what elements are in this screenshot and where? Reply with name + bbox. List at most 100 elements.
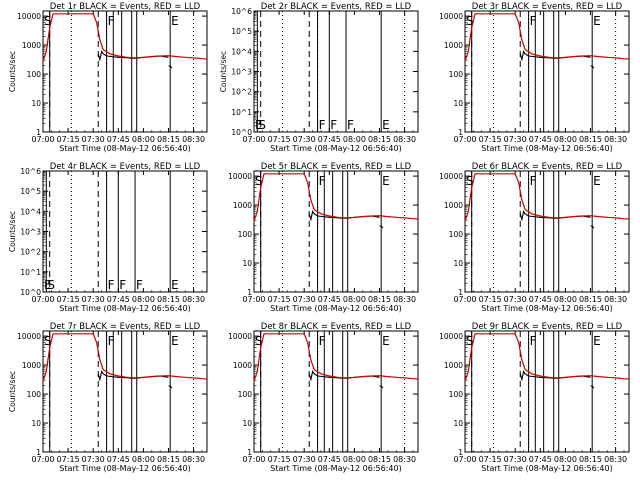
y-tick-label: 1 [458, 448, 463, 457]
y-axis-label: Counts/sec [8, 371, 17, 412]
x-tick-label: 08:30 [604, 295, 627, 304]
series-lld-line [253, 173, 419, 222]
series-events-line [590, 65, 595, 69]
event-marker-label: F [108, 14, 115, 28]
y-tick-label: 1 [458, 128, 463, 137]
y-tick-label: 10^3 [231, 68, 252, 77]
x-tick-label: 08:30 [604, 455, 627, 464]
plot-frame [42, 330, 208, 453]
x-tick-label: 07:45 [529, 295, 552, 304]
series-lld-line [42, 333, 208, 382]
event-marker-label: S [466, 14, 474, 28]
y-tick-label: 10 [242, 259, 252, 268]
y-tick-label: 10^4 [20, 207, 41, 216]
x-tick-label: 07:30 [82, 455, 105, 464]
x-tick-label: 07:15 [479, 135, 502, 144]
x-tick-label: 07:15 [268, 455, 291, 464]
series-events-line [168, 385, 173, 389]
series-lld-line [464, 173, 630, 222]
y-tick-label: 10000 [439, 172, 463, 181]
event-marker-label: S [47, 278, 55, 292]
y-tick-label: 10000 [228, 332, 252, 341]
event-marker-label: E [382, 334, 390, 348]
x-tick-label: 08:30 [182, 295, 205, 304]
plot-frame [464, 10, 630, 133]
x-tick-label: 07:15 [268, 295, 291, 304]
series-lld-line [464, 13, 630, 62]
event-marker-label: F [530, 174, 537, 188]
x-tick-label: 08:00 [343, 455, 366, 464]
x-tick-label: 07:00 [31, 455, 54, 464]
x-tick-label: 08:15 [579, 135, 602, 144]
y-tick-label: 1 [36, 128, 41, 137]
event-marker-label: S [466, 334, 474, 348]
x-axis-label: Start Time (08-May-12 06:56:40) [481, 144, 612, 153]
x-tick-label: 07:15 [57, 295, 80, 304]
y-tick-label: 100 [238, 230, 253, 239]
y-tick-label: 1000 [233, 201, 252, 210]
x-tick-label: 08:15 [368, 295, 391, 304]
series-events-line [379, 225, 384, 229]
event-marker-label: E [593, 14, 601, 28]
y-axis-label: Counts/sec [8, 51, 17, 92]
event-marker-label: F [136, 278, 143, 292]
x-tick-label: 07:30 [293, 455, 316, 464]
event-marker-label: F [530, 334, 537, 348]
y-tick-label: 100 [449, 230, 464, 239]
x-tick-label: 07:30 [293, 135, 316, 144]
y-tick-label: 10^1 [20, 268, 41, 277]
x-tick-label: 08:00 [132, 455, 155, 464]
event-marker-label: S [44, 14, 52, 28]
x-tick-label: 08:15 [157, 295, 180, 304]
x-tick-label: 08:00 [343, 295, 366, 304]
y-tick-label: 10^0 [20, 288, 41, 297]
x-tick-label: 07:00 [31, 295, 54, 304]
x-tick-label: 08:00 [554, 455, 577, 464]
event-marker-label: F [108, 334, 115, 348]
x-tick-label: 08:00 [554, 295, 577, 304]
panel-title: Det 6r BLACK = Events, RED = LLD [472, 162, 623, 172]
x-tick-label: 07:15 [268, 135, 291, 144]
x-tick-label: 07:45 [318, 295, 341, 304]
y-tick-label: 10^5 [20, 187, 41, 196]
panel-title: Det 7r BLACK = Events, RED = LLD [50, 322, 201, 332]
x-tick-label: 08:15 [157, 455, 180, 464]
x-tick-label: 08:30 [393, 295, 416, 304]
x-tick-label: 07:45 [318, 135, 341, 144]
x-tick-label: 07:30 [504, 455, 527, 464]
panel-title: Det 4r BLACK = Events, RED = LLD [50, 162, 201, 172]
plot-frame [42, 10, 208, 133]
x-tick-label: 08:15 [368, 455, 391, 464]
plot-frame [464, 330, 630, 453]
y-tick-label: 10^2 [231, 88, 252, 97]
y-tick-label: 100 [238, 390, 253, 399]
event-marker-label: S [255, 334, 263, 348]
y-tick-label: 10000 [17, 12, 41, 21]
panel-title: Det 5r BLACK = Events, RED = LLD [261, 162, 412, 172]
y-tick-label: 10^1 [231, 108, 252, 117]
plot-frame [253, 10, 419, 133]
y-tick-label: 10 [453, 99, 463, 108]
x-tick-label: 08:30 [182, 455, 205, 464]
x-axis-label: Start Time (08-May-12 06:56:40) [270, 304, 401, 313]
y-tick-label: 100 [27, 70, 42, 79]
y-tick-label: 1 [247, 448, 252, 457]
x-tick-label: 07:15 [57, 455, 80, 464]
event-marker-label: E [171, 334, 179, 348]
x-tick-label: 07:15 [57, 135, 80, 144]
y-tick-label: 10^0 [231, 128, 252, 137]
event-marker-label: F [108, 278, 115, 292]
y-tick-label: 10^5 [231, 27, 252, 36]
panel-title: Det 3r BLACK = Events, RED = LLD [472, 2, 623, 12]
x-tick-label: 08:00 [132, 135, 155, 144]
x-tick-label: 07:45 [107, 455, 130, 464]
y-axis-label: Counts/sec [219, 51, 228, 92]
x-tick-label: 08:00 [343, 135, 366, 144]
panel-title: Det 9r BLACK = Events, RED = LLD [472, 322, 623, 332]
event-marker-label: E [382, 118, 390, 132]
x-tick-label: 07:30 [82, 295, 105, 304]
